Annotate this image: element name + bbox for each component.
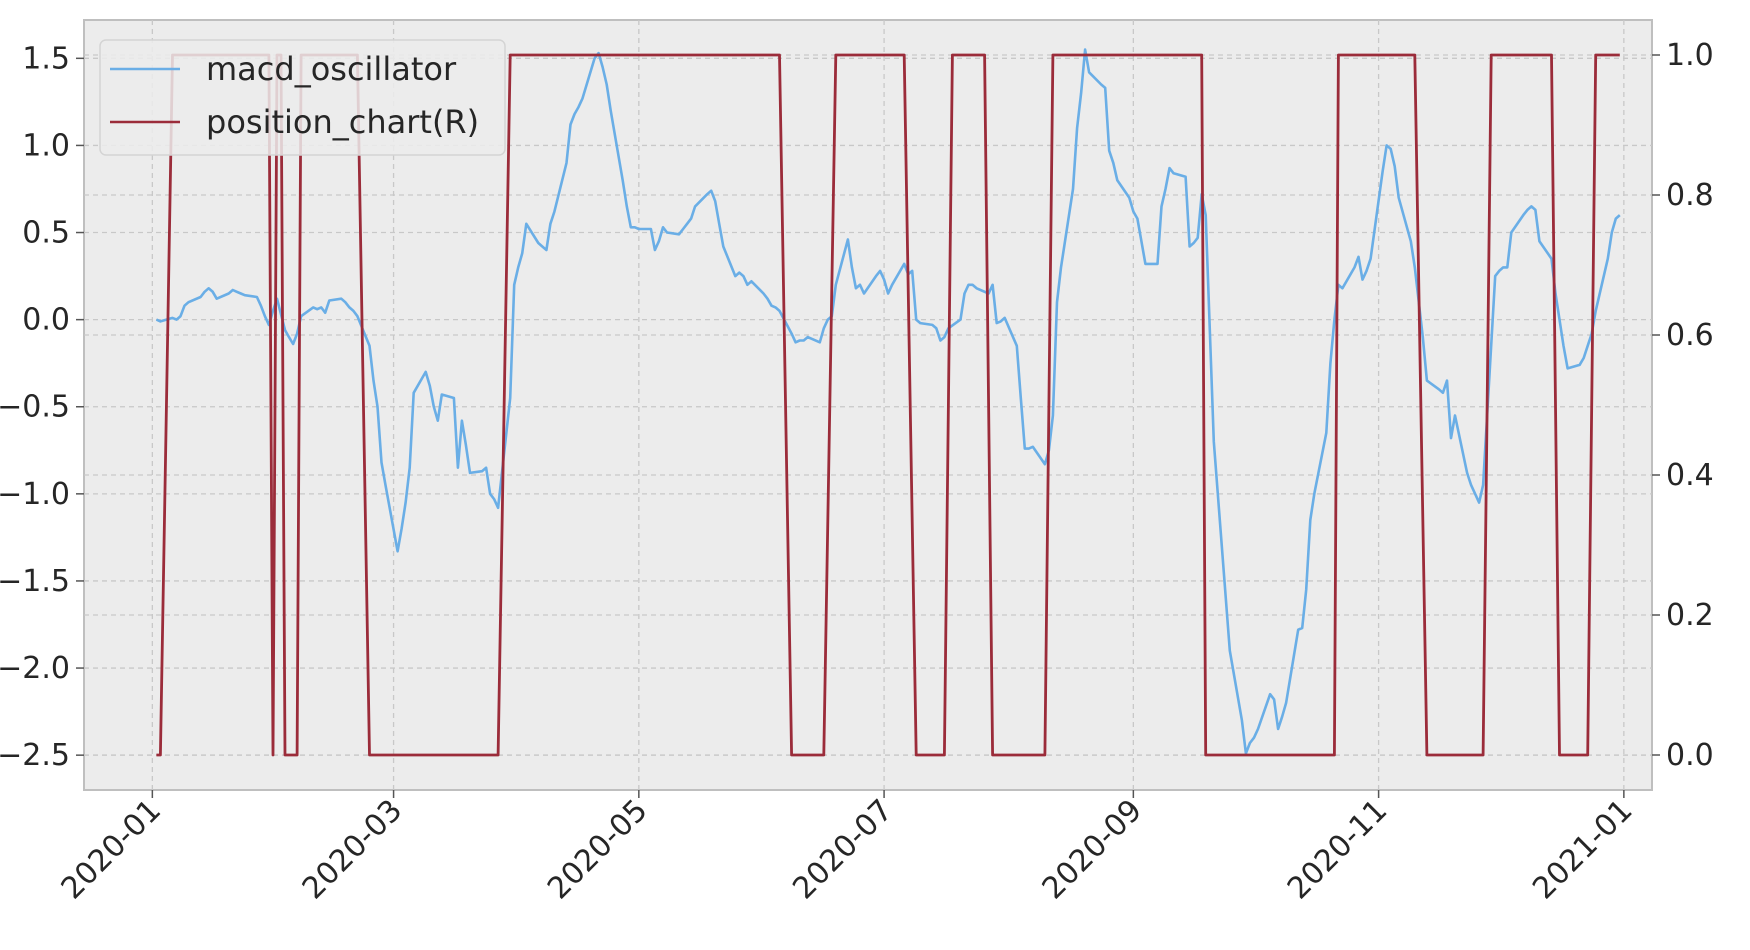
- legend: macd_oscillator position_chart(R): [99, 39, 506, 156]
- y-tick-label-left: −1.5: [0, 564, 70, 599]
- x-tick-label: 2020-11: [1281, 793, 1394, 906]
- x-tick-label: 2020-07: [786, 793, 899, 906]
- x-tick-label: 2020-03: [296, 793, 409, 906]
- x-tick-label: 2020-09: [1036, 793, 1149, 906]
- x-tick-label: 2020-05: [541, 793, 654, 906]
- y-tick-label-right: 0.2: [1666, 598, 1714, 633]
- series-layer: [155, 48, 1621, 757]
- y-tick-label-left: 1.0: [22, 128, 70, 163]
- y-tick-label-left: 0.5: [22, 216, 70, 251]
- y-tick-label-right: 0.6: [1666, 318, 1714, 353]
- y-tick-label-right: 0.0: [1666, 738, 1714, 773]
- legend-label-position-chart: position_chart(R): [206, 103, 479, 141]
- x-tick-label: 2020-01: [55, 793, 168, 906]
- series-line-macd-oscillator: [155, 48, 1621, 755]
- y-tick-label-left: −2.5: [0, 738, 70, 773]
- y-tick-label-left: 0.0: [22, 303, 70, 338]
- series-line-position-chart-r: [156, 53, 1620, 757]
- y-tick-label-left: −1.0: [0, 477, 70, 512]
- y-tick-label-left: 1.5: [22, 41, 70, 76]
- y-tick-label-right: 1.0: [1666, 38, 1714, 73]
- x-tick-label: 2021-01: [1526, 793, 1639, 906]
- y-tick-label-left: −2.0: [0, 651, 70, 686]
- legend-label-macd-oscillator: macd_oscillator: [206, 50, 457, 88]
- y-tick-label-left: −0.5: [0, 390, 70, 425]
- y-tick-label-right: 0.4: [1666, 458, 1714, 493]
- y-tick-label-right: 0.8: [1666, 178, 1714, 213]
- legend-box: [99, 39, 506, 156]
